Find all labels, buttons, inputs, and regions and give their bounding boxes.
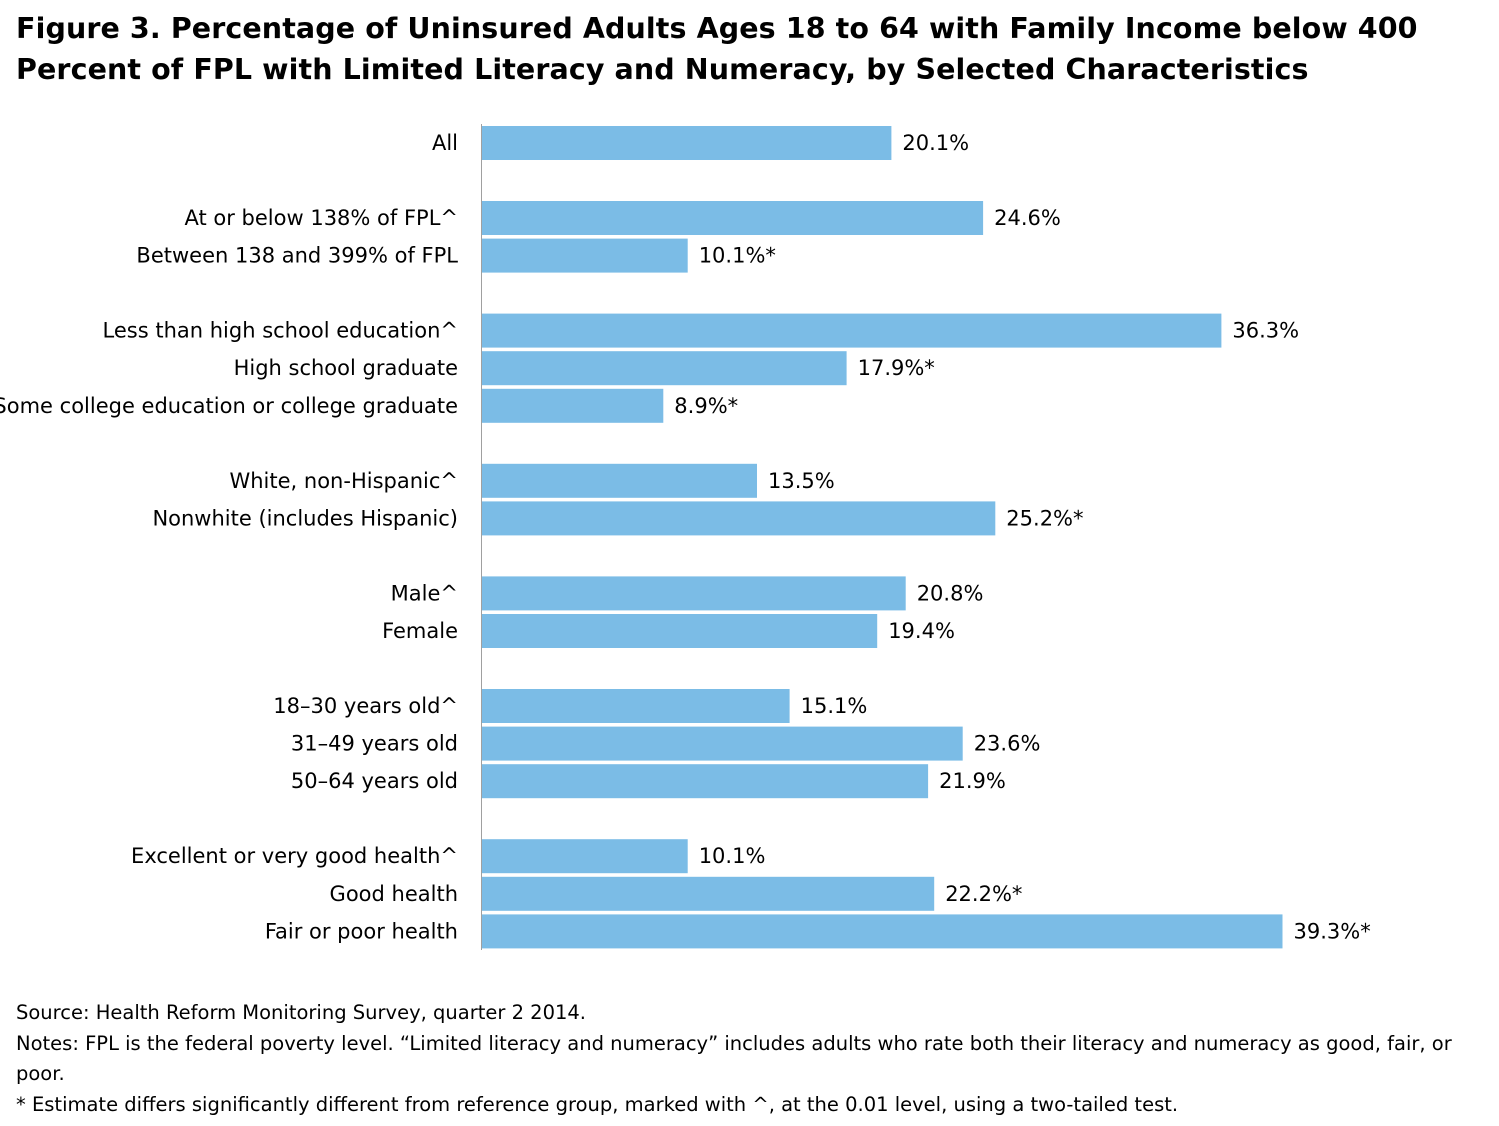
chart-footer: Source: Health Reform Monitoring Survey,… (16, 998, 1476, 1120)
bar-6-0 (482, 839, 688, 874)
category-label: Less than high school education^ (103, 319, 458, 343)
bar-3-0 (482, 463, 757, 498)
value-label: 8.9%* (674, 394, 738, 418)
value-label: 19.4% (888, 619, 955, 643)
value-label: 21.9% (939, 769, 1006, 793)
category-label: Male^ (391, 581, 458, 605)
value-label: 25.2%* (1006, 506, 1083, 530)
category-label: White, non-Hispanic^ (229, 469, 458, 493)
bar-5-1 (482, 726, 963, 761)
bar-1-1 (482, 238, 688, 273)
category-label: High school graduate (234, 356, 458, 380)
category-label: Between 138 and 399% of FPL (136, 244, 458, 268)
category-label: Female (382, 619, 458, 643)
bar-6-2 (482, 914, 1283, 949)
notes: Notes: FPL is the federal poverty level.… (16, 1031, 1452, 1086)
value-label: 20.1% (902, 131, 969, 155)
bar-4-0 (482, 576, 906, 611)
value-label: 39.3%* (1294, 919, 1371, 943)
category-label: All (432, 131, 458, 155)
bars-layer (482, 126, 1283, 949)
value-label: 36.3% (1232, 319, 1299, 343)
category-label: At or below 138% of FPL^ (184, 206, 458, 230)
value-label: 23.6% (974, 732, 1041, 756)
labels-layer: All 20.1% At or below 138% of FPL^ 24.6% Bet… (0, 131, 1371, 943)
bar-2-0 (482, 313, 1222, 348)
category-label: Fair or poor health (265, 919, 458, 943)
bar-1-0 (482, 201, 984, 235)
value-label: 15.1% (801, 694, 868, 718)
bar-0-0 (482, 126, 892, 160)
value-label: 10.1% (699, 844, 766, 868)
category-label: 18–30 years old^ (273, 694, 458, 718)
chart-title: Figure 3. Percentage of Uninsured Adults… (16, 12, 1418, 86)
category-label: 50–64 years old (291, 769, 458, 793)
source-note: Source: Health Reform Monitoring Survey,… (16, 1001, 587, 1024)
bar-2-2 (482, 388, 664, 423)
bar-2-1 (482, 351, 847, 386)
bar-5-0 (482, 689, 790, 723)
significance-note: * Estimate differs significantly differe… (16, 1092, 1179, 1116)
category-label: Some college education or college gradua… (0, 394, 458, 418)
value-label: 10.1%* (699, 244, 776, 268)
category-label: 31–49 years old (291, 732, 458, 756)
bar-6-1 (482, 876, 935, 911)
category-label: Good health (330, 882, 458, 906)
value-label: 22.2%* (945, 882, 1022, 906)
bar-5-2 (482, 764, 929, 799)
bar-4-1 (482, 614, 878, 648)
value-label: 24.6% (994, 206, 1061, 230)
bar-3-1 (482, 501, 996, 536)
value-label: 13.5% (768, 469, 835, 493)
category-label: Excellent or very good health^ (131, 844, 458, 868)
value-label: 20.8% (917, 581, 984, 605)
value-label: 17.9%* (858, 356, 935, 380)
category-label: Nonwhite (includes Hispanic) (152, 506, 458, 530)
